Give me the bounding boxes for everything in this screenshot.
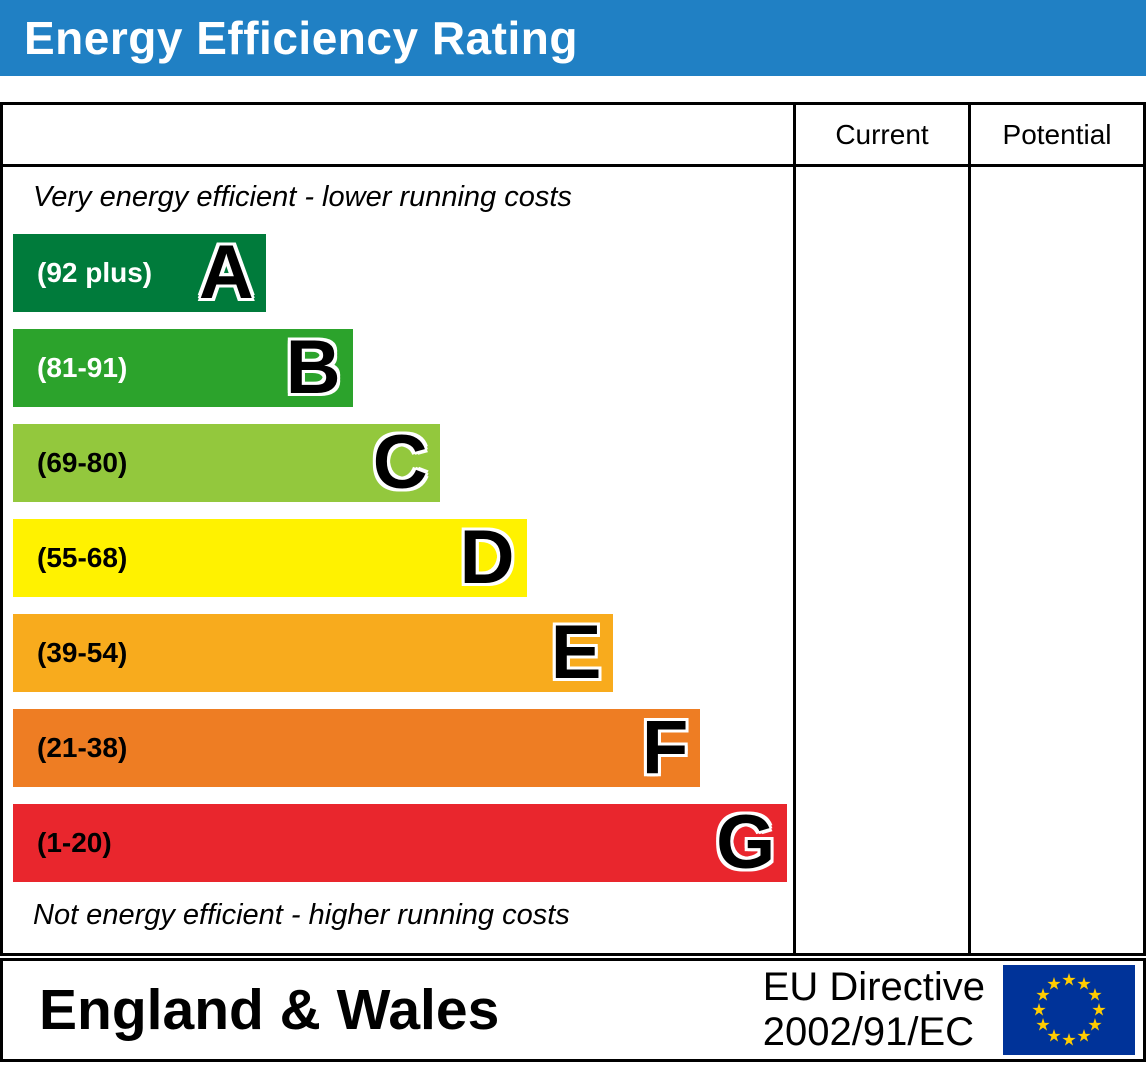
bottom-note: Not energy efficient - higher running co… [33,899,570,931]
band-g-letter: G [716,800,776,885]
band-d-letter: D [459,515,515,600]
region-label: England & Wales [39,978,500,1042]
band-a-range-label: (92 plus) [37,257,153,288]
chart-body: Very energy efficient - lower running co… [3,167,1143,953]
current-column-header: Current [793,105,968,164]
chart-header-row: Current Potential [3,105,1143,167]
top-note: Very energy efficient - lower running co… [33,181,572,213]
band-b-range-label: (81-91) [37,352,128,383]
header-spacer [3,105,793,164]
band-g-bar: (1-20) G [13,800,788,885]
potential-value-cell [968,167,1143,953]
band-d-bar: (55-68) D [13,519,527,597]
band-f-letter: F [641,705,689,790]
eu-directive-line2: 2002/91/EC [762,1010,975,1054]
band-f-bar: (21-38) F [13,705,701,790]
band-e-bar: (39-54) E [13,610,614,695]
band-a-letter: A [198,230,254,315]
band-b-letter: B [285,325,341,410]
rating-bars-area: Very energy efficient - lower running co… [3,167,793,953]
eu-directive-line1: EU Directive [762,965,985,1010]
band-c-range-label: (69-80) [37,447,128,478]
band-a-bar: (92 plus) A [13,234,266,312]
band-e-letter: E [550,610,602,695]
band-b-bar: (81-91) B [13,329,353,407]
page-title: Energy Efficiency Rating [24,12,578,64]
potential-column-header: Potential [968,105,1143,164]
band-d-range-label: (55-68) [37,542,128,573]
band-f-range-label: (21-38) [37,732,128,763]
energy-rating-chart: Current Potential Very energy efficient … [0,102,1146,956]
page-title-bar: Energy Efficiency Rating [0,0,1146,76]
footer-bar: England & Wales EU Directive 2002/91/EC [0,958,1146,1062]
band-g-range-label: (1-20) [37,827,112,858]
current-value-cell [793,167,968,953]
band-e-range-label: (39-54) [37,637,128,668]
band-c-letter: C [372,420,428,505]
eu-flag-icon [1003,965,1135,1055]
eu-directive-label: EU Directive 2002/91/EC [763,965,985,1055]
band-c-bar: (69-80) C [13,424,440,502]
